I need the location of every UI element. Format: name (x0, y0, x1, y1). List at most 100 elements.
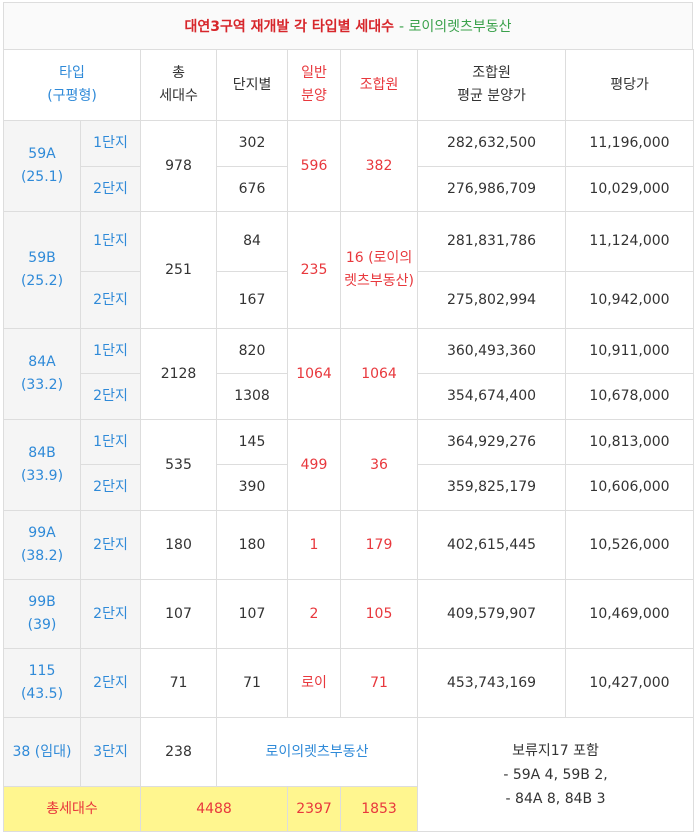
general-cell: 596 (287, 120, 342, 212)
price-cell: 354,674,400 (417, 373, 567, 420)
general-cell: 로이 (287, 648, 342, 718)
per-pyeong-cell: 10,469,000 (565, 579, 695, 649)
total-cell: 535 (140, 419, 218, 511)
header-cell: 조합원 평균 분양가 (417, 49, 567, 121)
header-cell-line: 조합원 (472, 65, 511, 81)
header-cell: 일반 분양 (287, 49, 342, 121)
table-row: 59B (25.2) 1단지 251 84 235 16 (로이의렛츠부동산) 281,831… (3, 211, 695, 329)
general-cell: 1064 (287, 328, 342, 420)
complex-cell: 2단지 (79, 510, 142, 580)
type-cell-line: (43.5) (20, 686, 64, 702)
member-cell: 16 (로이의렛츠부동산) (340, 211, 419, 329)
per-pyeong-cell: 10,526,000 (565, 510, 695, 580)
type-cell-line: (25.1) (20, 169, 64, 185)
per-pyeong-cell: 10,427,000 (565, 648, 695, 718)
table-row: 2단지 167 275,802,994 10,942,000 (4, 271, 695, 329)
per-pyeong-cell: 10,678,000 (565, 373, 695, 420)
complex-cell: 1단지 (79, 120, 142, 167)
complex-cell: 2단지 (79, 464, 142, 511)
general-cell: 2 (287, 579, 342, 649)
member-cell: 1064 (340, 328, 419, 420)
type-cell-line: 84A (28, 354, 56, 370)
complex-cell: 1단지 (79, 328, 142, 374)
header-cell: 단지별 (216, 49, 289, 121)
table-row: 99B (39) 2단지 107 107 2 105 409,579,907 10,469,00… (3, 579, 695, 649)
member-cell: 71 (340, 648, 419, 718)
table-row: 2단지 676 276,986,709 10,029,000 (4, 166, 695, 212)
header-cell-line: 일반 (301, 65, 327, 81)
type-cell: 59A (25.1) (3, 120, 81, 212)
header-cell-line: 조합원 (359, 76, 399, 93)
price-cell: 409,579,907 (417, 579, 567, 649)
price-cell: 281,831,786 (417, 211, 567, 272)
units-cell: 676 (216, 166, 289, 212)
summary-label: 총세대수 (2, 786, 142, 832)
total-cell: 238 (140, 717, 218, 787)
total-cell: 71 (140, 648, 218, 718)
summary-total: 4488 (140, 786, 289, 832)
complex-cell: 2단지 (79, 373, 142, 420)
remark-cell-line: 보류지17 포함 (512, 742, 599, 759)
table-row: 2단지 1308 354,674,400 10,678,000 (4, 373, 695, 420)
type-cell-line: 59A (28, 146, 56, 162)
type-cell-line: 38 (임대) (12, 743, 72, 760)
type-cell: 99A (38.2) (3, 510, 81, 580)
complex-cell: 1단지 (79, 419, 142, 465)
units-cell: 302 (216, 120, 289, 167)
title-bar: 대연3구역 재개발 각 타입별 세대수 - 로이의렛츠부동산 (3, 2, 693, 49)
note-cell: 로이의렛츠부동산 (216, 717, 419, 787)
table-row: 99A (38.2) 2단지 180 180 1 179 402,615,445 10,526,… (3, 510, 695, 580)
subtitle: - 로이의렛츠부동산 (399, 19, 512, 35)
type-cell-line: (38.2) (20, 548, 64, 564)
units-cell: 390 (216, 464, 289, 511)
price-cell: 359,825,179 (417, 464, 567, 511)
type-cell: 59B (25.2) (3, 211, 81, 329)
type-cell: 99B (39) (3, 579, 81, 649)
member-cell: 36 (340, 419, 419, 511)
type-cell: 38 (임대) (3, 717, 81, 787)
price-cell: 276,986,709 (417, 166, 567, 212)
price-cell: 453,743,169 (417, 648, 567, 718)
type-cell-line: 84B (28, 445, 56, 461)
price-cell: 402,615,445 (417, 510, 567, 580)
total-cell: 2128 (140, 328, 218, 420)
per-pyeong-cell: 10,813,000 (565, 419, 695, 465)
complex-cell: 1단지 (79, 211, 142, 272)
table: 타입 (구평형) 총 세대수 단지별 일반 분양 조합원 조합원 평균 분양가 평당가 59A (25.… (2, 49, 695, 832)
table-row: 115 (43.5) 2단지 71 71 로이 71 453,743,169 10,427,00… (3, 648, 695, 718)
table-row: 84B (33.9) 1단지 535 145 499 36 364,929,276 10,813… (3, 419, 695, 511)
per-pyeong-cell: 10,029,000 (565, 166, 695, 212)
summary-general: 2397 (287, 786, 342, 832)
units-cell: 84 (216, 211, 289, 272)
type-cell-line: (25.2) (20, 273, 64, 289)
general-cell: 235 (287, 211, 342, 329)
units-cell: 820 (216, 328, 289, 374)
type-cell: 84A (33.2) (3, 328, 81, 420)
price-cell: 282,632,500 (417, 120, 567, 167)
units-cell: 71 (216, 648, 289, 718)
header-cell-line: (구평형) (47, 88, 97, 104)
remark-cell-line: - 59A 4, 59B 2, (503, 766, 608, 783)
header-cell: 타입 (구평형) (2, 49, 142, 121)
complex-cell: 2단지 (79, 271, 142, 329)
header-cell-line: 총 (172, 65, 185, 81)
type-cell: 84B (33.9) (3, 419, 81, 511)
table-row: 84A (33.2) 1단지 2128 820 1064 1064 360,493,360 10… (3, 328, 695, 420)
units-cell: 1308 (216, 373, 289, 420)
header-cell-line: 타입 (59, 65, 85, 81)
price-cell: 364,929,276 (417, 419, 567, 465)
total-cell: 978 (140, 120, 218, 212)
total-cell: 251 (140, 211, 218, 329)
table-row: 38 (임대) 3단지 238 로이의렛츠부동산 보류지17 포함 - 59A 4, 59… (3, 717, 695, 832)
units-cell: 145 (216, 419, 289, 465)
units-cell: 107 (216, 579, 289, 649)
header-cell-line: 세대수 (159, 88, 198, 104)
type-cell-line: 99B (28, 594, 56, 610)
per-pyeong-cell: 11,124,000 (565, 211, 695, 272)
price-cell: 360,493,360 (417, 328, 567, 374)
general-cell: 1 (287, 510, 342, 580)
member-cell: 105 (340, 579, 419, 649)
type-cell-line: 59B (28, 250, 56, 266)
